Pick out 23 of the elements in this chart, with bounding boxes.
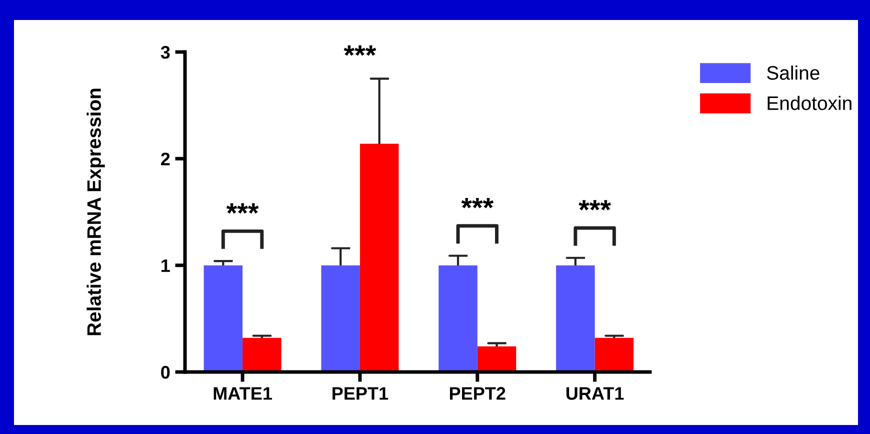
bar <box>556 265 595 372</box>
x-tick-label: MATE1 <box>214 387 272 400</box>
x-tick-label: PEPT2 <box>450 387 506 400</box>
annotation: *** <box>578 200 611 210</box>
bar <box>204 265 243 372</box>
bar <box>477 346 516 372</box>
annotation: *** <box>226 203 259 214</box>
bar <box>242 338 282 372</box>
bar <box>438 265 478 372</box>
bar <box>321 265 360 372</box>
x-tick-label: URAT1 <box>566 387 624 400</box>
y-axis-title: Relative mRNA Expression <box>86 88 105 336</box>
y-tick-label: 0 <box>161 366 170 379</box>
legend-label: Endotoxin <box>768 96 852 110</box>
y-tick-label: 3 <box>160 46 170 59</box>
bar <box>594 338 634 372</box>
x-tick-label: PEPT1 <box>332 387 388 400</box>
y-tick-label: 2 <box>161 152 170 166</box>
y-tick-label: 1 <box>162 259 170 272</box>
annotation: *** <box>461 198 494 208</box>
bar <box>360 144 399 372</box>
annotation: *** <box>344 45 376 56</box>
legend-label: Saline <box>767 66 820 80</box>
